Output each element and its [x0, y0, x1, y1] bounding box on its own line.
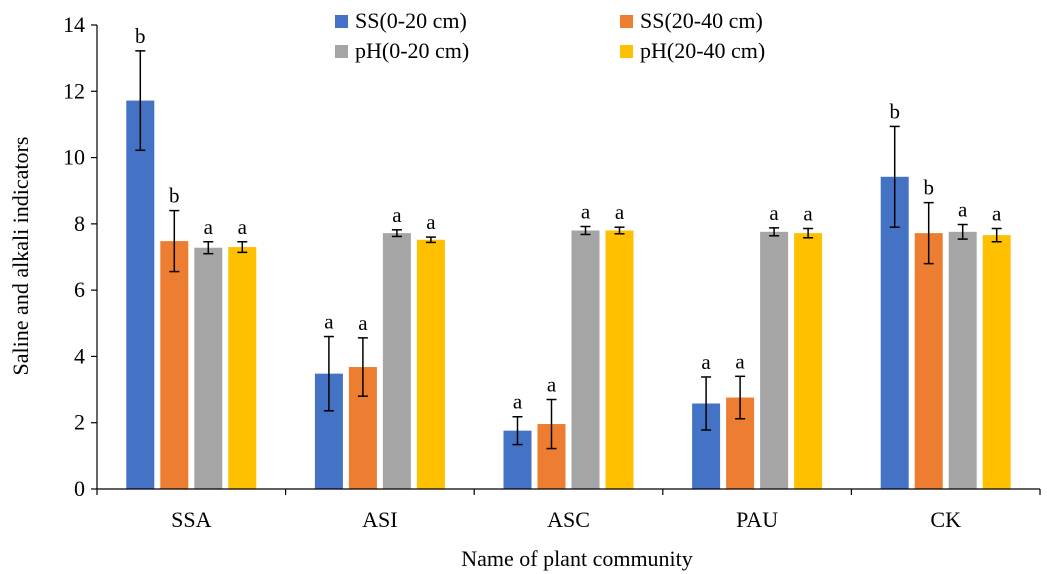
- x-tick-label: PAU: [736, 507, 778, 532]
- bar-pau-series-3: [794, 233, 823, 489]
- significance-label: a: [958, 198, 968, 222]
- y-tick-label: 14: [63, 12, 85, 37]
- significance-label: b: [889, 99, 900, 123]
- y-tick-label: 10: [63, 145, 85, 170]
- bar-ck-series-3: [982, 235, 1011, 489]
- significance-label: a: [358, 311, 368, 335]
- significance-label: a: [735, 349, 745, 373]
- significance-label: a: [513, 390, 523, 414]
- bar-ssa-series-1: [160, 241, 189, 489]
- bar-asc-series-3: [605, 230, 634, 489]
- significance-label: a: [392, 203, 402, 227]
- y-tick-label: 6: [74, 277, 85, 302]
- x-tick-label: SSA: [171, 507, 211, 532]
- significance-label: a: [992, 201, 1002, 225]
- x-axis-label: Name of plant community: [461, 546, 693, 571]
- legend-entry: SS(0-20 cm): [355, 8, 467, 33]
- significance-label: a: [769, 201, 779, 225]
- legend-swatch: [620, 15, 633, 28]
- bar-ssa-series-2: [194, 247, 223, 489]
- y-tick-label: 2: [74, 410, 85, 435]
- significance-label: a: [581, 200, 591, 224]
- bar-ck-series-0: [880, 176, 909, 489]
- legend-entry: SS(20-40 cm): [640, 8, 763, 33]
- legend-swatch: [335, 15, 348, 28]
- y-axis-label: Saline and alkali indicators: [8, 137, 33, 376]
- significance-label: a: [426, 210, 436, 234]
- bar-ssa-series-3: [228, 247, 257, 489]
- x-tick-label: ASC: [547, 507, 590, 532]
- y-tick-label: 8: [74, 211, 85, 236]
- y-tick-label: 0: [74, 476, 85, 501]
- significance-label: a: [615, 200, 625, 224]
- bar-ck-series-2: [948, 231, 977, 489]
- bar-asi-series-3: [416, 239, 445, 489]
- bar-asi-series-2: [382, 233, 411, 489]
- significance-label: b: [135, 24, 146, 48]
- bar-asc-series-2: [571, 230, 600, 489]
- legend-entry: pH(20-40 cm): [640, 38, 765, 63]
- significance-label: a: [803, 201, 813, 225]
- x-tick-label: CK: [930, 507, 961, 532]
- legend-swatch: [335, 45, 348, 58]
- y-tick-label: 4: [74, 343, 85, 368]
- significance-label: b: [923, 176, 934, 200]
- significance-label: b: [169, 184, 180, 208]
- bar-ssa-series-0: [126, 100, 155, 490]
- significance-label: a: [324, 310, 334, 334]
- bar-ck-series-1: [914, 233, 943, 489]
- significance-label: a: [238, 215, 248, 239]
- x-tick-label: ASI: [362, 507, 397, 532]
- significance-label: a: [701, 350, 711, 374]
- significance-label: a: [547, 373, 557, 397]
- legend-entry: pH(0-20 cm): [355, 38, 469, 63]
- significance-label: a: [204, 215, 214, 239]
- bar-pau-series-2: [760, 231, 789, 489]
- y-tick-label: 12: [63, 78, 85, 103]
- legend-swatch: [620, 45, 633, 58]
